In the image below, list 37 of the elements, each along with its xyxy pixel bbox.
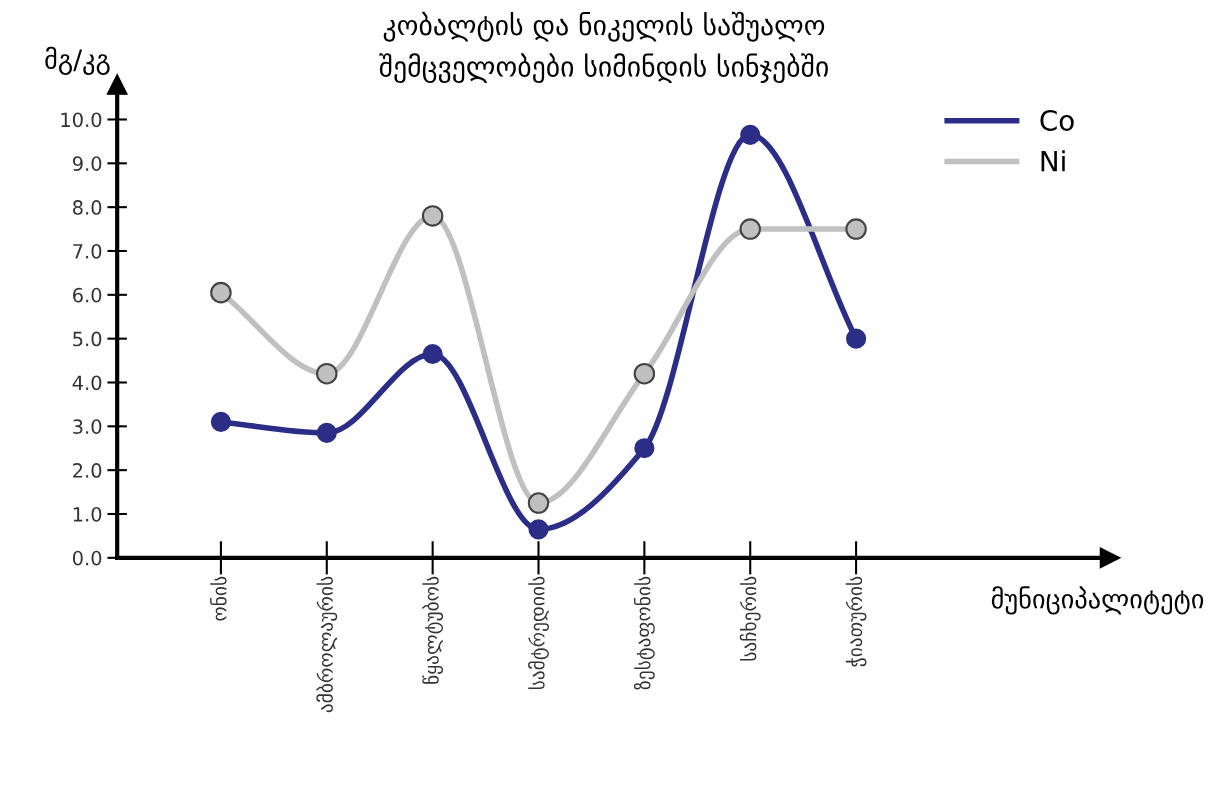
point	[316, 422, 337, 443]
point	[527, 492, 550, 514]
point	[739, 218, 761, 240]
x-tick-label: საჩხერის	[739, 576, 761, 661]
legend-label: Co	[1040, 109, 1074, 131]
y-axis-title: მგ/კგ	[45, 46, 110, 75]
point	[421, 205, 444, 227]
point	[210, 281, 232, 304]
point	[210, 411, 231, 433]
point	[845, 218, 867, 240]
x-tick-label: სამტრედიის	[528, 576, 549, 690]
point	[634, 438, 655, 459]
y-tick-label: 1.0	[73, 506, 102, 522]
chart-title: კობალტის და ნიკელის საშუალო შემცველობები სიმინდის სინჯებში	[379, 11, 828, 84]
x-tick-label: ჭიათურის	[845, 576, 867, 667]
x-axis-title: მუნიციპალიტეტი	[991, 586, 1204, 615]
y-tick-label: 3.0	[73, 419, 102, 434]
y-tick-label: 10.0	[61, 112, 102, 128]
point	[633, 362, 656, 385]
point	[740, 124, 761, 145]
y-tick-label: 2.0	[73, 463, 102, 478]
y-tick-label: 7.0	[73, 243, 102, 259]
point	[846, 328, 867, 349]
point	[422, 343, 443, 365]
y-tick-label: 4.0	[72, 375, 102, 391]
x-tick-label: წყალტუბოს	[422, 576, 444, 684]
point	[528, 519, 549, 540]
x-tick-label: ონის	[210, 576, 227, 621]
y-tick-label: 9.0	[72, 156, 102, 171]
legend-label: Ni	[1041, 150, 1065, 172]
y-tick-label: 6.0	[73, 287, 102, 303]
y-tick-label: 0.0	[72, 550, 102, 566]
x-tick-label: ამბროლაურის	[316, 576, 338, 713]
x-tick-label: ზესტაფონის	[633, 576, 655, 690]
y-tick-label: 5.0	[73, 331, 102, 347]
y-tick-label: 8.0	[72, 200, 102, 215]
point	[316, 362, 338, 385]
